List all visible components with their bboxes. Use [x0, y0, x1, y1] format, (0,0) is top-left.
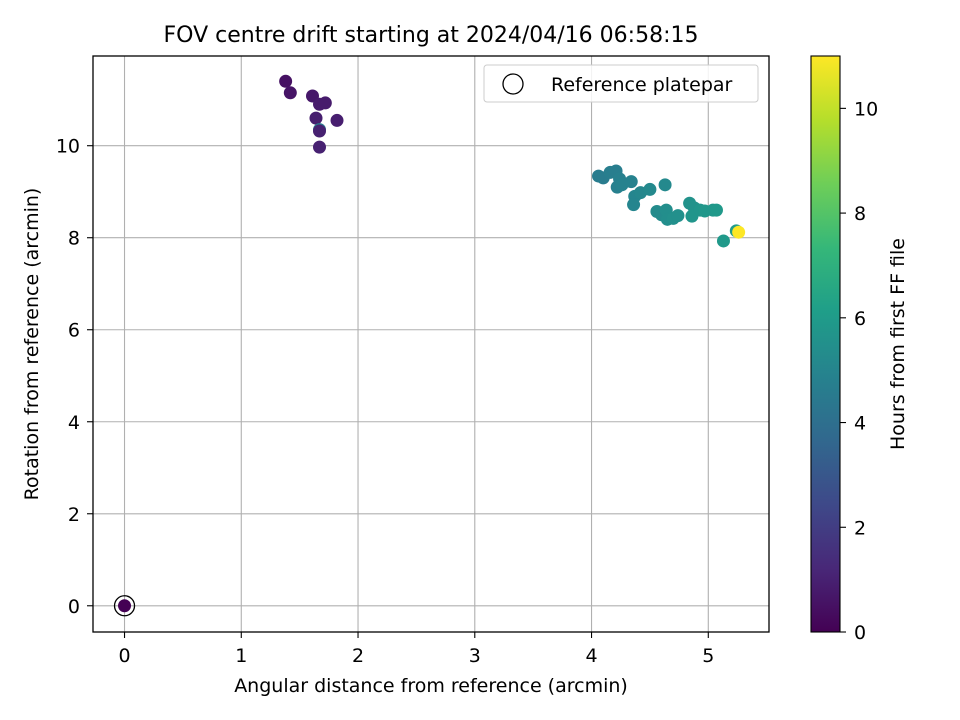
colorbar: 0 2 4 6 8 10 Hours from first FF file [810, 55, 909, 644]
scatter-point [330, 113, 344, 127]
x-tick-label: 5 [702, 645, 714, 667]
grid-lines [93, 56, 769, 632]
y-tick-label: 4 [68, 412, 80, 434]
colorbar-tick-label: 4 [854, 413, 866, 435]
x-tick-label: 4 [585, 645, 597, 667]
scatter-point [658, 178, 672, 192]
scatter-point [118, 599, 132, 613]
colorbar-ticks: 0 2 4 6 8 10 [840, 98, 878, 644]
scatter-point [309, 111, 323, 125]
plot-frame [92, 55, 770, 633]
legend-label: Reference platepar [551, 74, 733, 96]
x-tick-label: 2 [352, 645, 364, 667]
y-tick-label: 6 [68, 320, 80, 342]
colorbar-tick-label: 6 [854, 308, 866, 330]
x-axis-label: Angular distance from reference (arcmin) [234, 675, 628, 697]
legend-box [483, 64, 759, 103]
scatter-point [624, 175, 638, 189]
legend-reference-marker [502, 73, 524, 95]
scatter-point [643, 182, 657, 196]
data-points [113, 74, 746, 617]
y-tick-label: 10 [56, 136, 80, 158]
colorbar-tick-label: 8 [854, 203, 866, 225]
colorbar-label: Hours from first FF file [887, 238, 909, 450]
y-tick-label: 2 [68, 504, 80, 526]
colorbar-tick-label: 10 [854, 98, 878, 120]
colorbar-tick-label: 2 [854, 517, 866, 539]
y-axis-label: Rotation from reference (arcmin) [21, 188, 43, 501]
y-tick-label: 0 [68, 596, 80, 618]
scatter-point [716, 234, 730, 248]
scatter-point [318, 96, 332, 110]
scatter-point [627, 198, 641, 212]
x-tick-label: 0 [118, 645, 130, 667]
colorbar-gradient [810, 55, 841, 633]
reference-platepar-marker [113, 595, 136, 617]
y-axis-ticks: 0 2 4 6 8 10 [56, 136, 93, 618]
scatter-point [313, 124, 327, 138]
scatter-point [279, 74, 293, 88]
x-tick-label: 3 [469, 645, 481, 667]
colorbar-tick-label: 0 [854, 622, 866, 644]
scatter-point [709, 203, 723, 217]
legend: Reference platepar [483, 64, 759, 103]
scatter-point [283, 86, 297, 100]
chart-title: FOV centre drift starting at 2024/04/16 … [164, 23, 699, 48]
x-tick-label: 1 [235, 645, 247, 667]
x-axis-ticks: 0 1 2 3 4 5 [118, 632, 714, 667]
scatter-point [671, 209, 685, 223]
y-tick-label: 8 [68, 228, 80, 250]
scatter-point [732, 225, 746, 239]
scatter-point [313, 140, 327, 154]
